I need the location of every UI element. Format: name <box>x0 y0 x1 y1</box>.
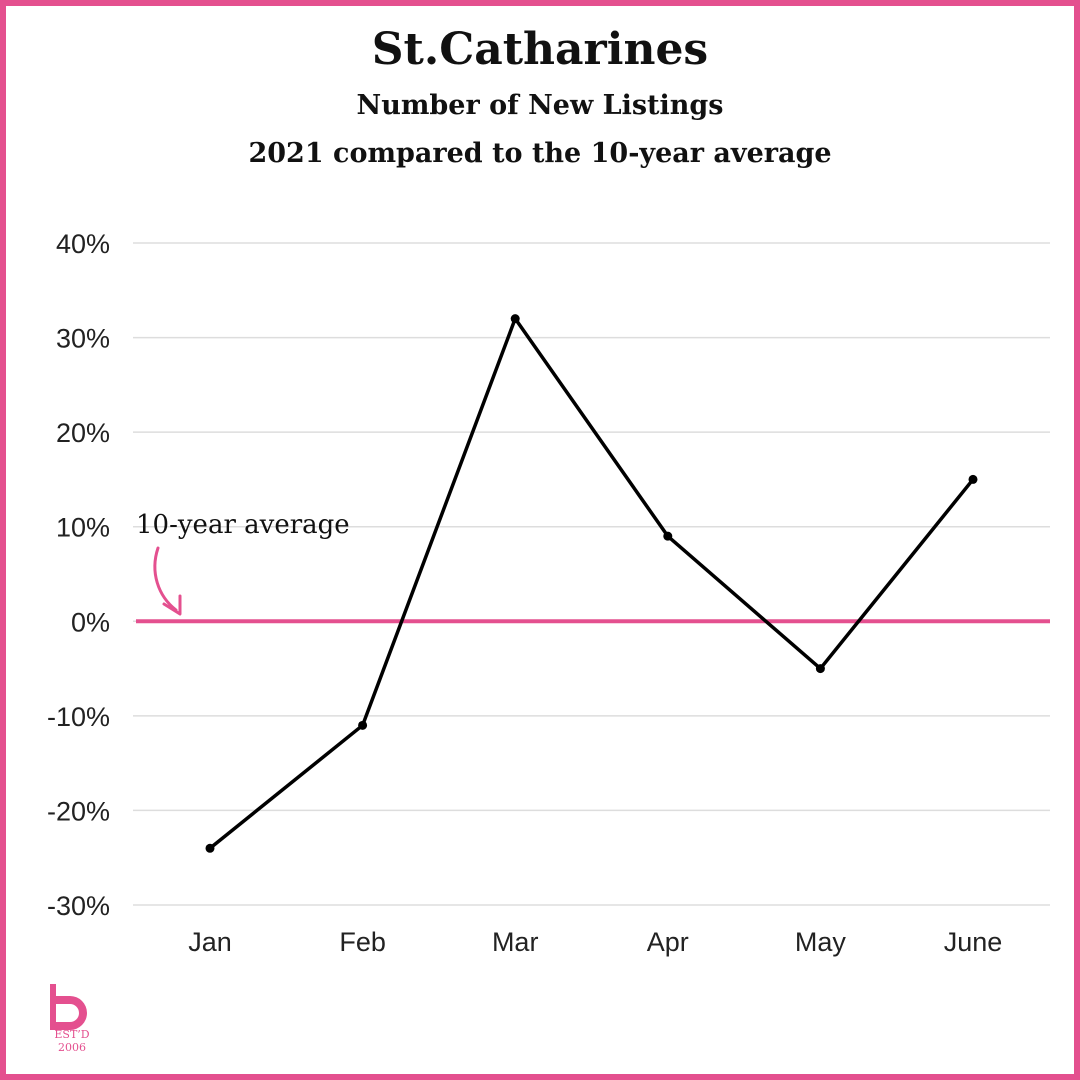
x-tick-label: May <box>795 927 847 957</box>
data-point <box>815 664 825 674</box>
annotation-arrow-icon <box>153 546 178 612</box>
series-group <box>205 314 978 853</box>
x-tick-label: Feb <box>339 927 386 957</box>
grid-lines <box>133 242 1050 906</box>
data-point <box>510 314 520 324</box>
y-tick-label: 40% <box>56 229 110 259</box>
data-point <box>205 843 215 853</box>
annotation-group: 10-year average <box>136 510 350 616</box>
x-tick-label: Jan <box>188 927 232 957</box>
annotation-label: 10-year average <box>136 510 350 540</box>
y-axis-ticks: 40% 30% 20% 10% 0% -10% -20% -30% <box>47 229 110 921</box>
logo-text: EST’D 2006 <box>54 1028 90 1054</box>
data-point <box>358 720 368 730</box>
y-tick-label: 10% <box>56 513 110 543</box>
chart-subtitle: Number of New Listings <box>356 90 724 121</box>
x-tick-label: Mar <box>492 927 539 957</box>
annotation-arrowhead-icon <box>162 594 182 616</box>
x-tick-label: Apr <box>647 927 689 957</box>
brand-logo-icon <box>50 984 87 1030</box>
y-tick-label: -20% <box>47 796 110 826</box>
series-line <box>208 316 975 850</box>
x-axis-ticks: Jan Feb Mar Apr May June <box>188 927 1002 957</box>
chart-subtitle-2: 2021 compared to the 10-year average <box>248 138 832 169</box>
y-tick-label: 30% <box>56 324 110 354</box>
y-tick-label: 20% <box>56 418 110 448</box>
y-tick-label: -30% <box>47 891 110 921</box>
data-point <box>663 531 673 541</box>
x-tick-label: June <box>944 927 1003 957</box>
y-tick-label: -10% <box>47 702 110 732</box>
data-point <box>968 474 978 484</box>
chart-title: St.Catharines <box>371 24 709 75</box>
y-tick-label: 0% <box>71 607 110 637</box>
